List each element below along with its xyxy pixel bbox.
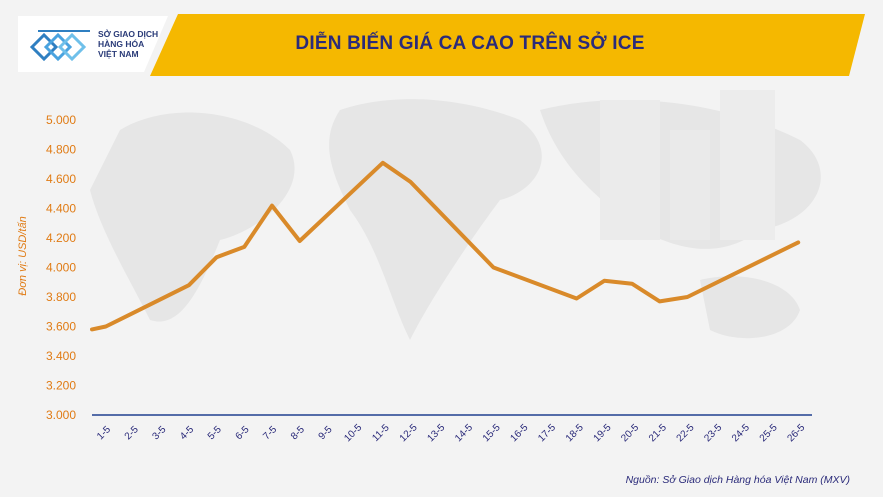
- x-tick-label: 22-5: [675, 422, 697, 444]
- y-tick-label: 3.600: [46, 320, 76, 334]
- x-tick-label: 1-5: [95, 424, 113, 442]
- price-series-line: [90, 160, 801, 332]
- x-tick-label: 3-5: [150, 424, 168, 442]
- y-tick-label: 5.000: [46, 113, 76, 127]
- y-tick-label: 4.200: [46, 231, 76, 245]
- mxv-logo-icon: [30, 30, 90, 61]
- y-tick-label: 3.200: [46, 379, 76, 393]
- x-tick-label: 13-5: [425, 422, 447, 444]
- y-tick-label: 4.800: [46, 143, 76, 157]
- y-tick-label: 4.000: [46, 261, 76, 275]
- x-tick-label: 11-5: [370, 422, 392, 444]
- x-tick-label: 26-5: [785, 422, 807, 444]
- source-note: Nguồn: Sở Giao dịch Hàng hóa Việt Nam (M…: [625, 474, 850, 486]
- x-tick-label: 23-5: [702, 422, 724, 444]
- logo-box: [18, 16, 168, 72]
- y-tick-label: 3.800: [46, 290, 76, 304]
- x-tick-label: 24-5: [730, 422, 752, 444]
- x-tick-label: 14-5: [453, 422, 475, 444]
- y-tick-label: 3.400: [46, 349, 76, 363]
- x-tick-label: 5-5: [206, 424, 224, 442]
- logo-line-2: HÀNG HÓA: [98, 39, 145, 49]
- x-tick-label: 19-5: [592, 422, 614, 444]
- y-tick-label: 4.600: [46, 172, 76, 186]
- x-tick-label: 8-5: [289, 424, 307, 442]
- x-tick-label: 12-5: [398, 422, 420, 444]
- x-tick-label: 7-5: [261, 424, 279, 442]
- x-tick-label: 15-5: [481, 422, 503, 444]
- x-tick-label: 17-5: [536, 422, 558, 444]
- logo-line-1: SỞ GIAO DỊCH: [98, 29, 159, 39]
- x-tick-label: 10-5: [342, 422, 364, 444]
- y-tick-label: 4.400: [46, 202, 76, 216]
- header-band: [150, 14, 865, 76]
- x-tick-label: 6-5: [234, 424, 252, 442]
- chart-title: DIỄN BIẾN GIÁ CA CAO TRÊN SỞ ICE: [295, 33, 645, 54]
- x-tick-label: 9-5: [317, 424, 335, 442]
- logo-line-3: VIỆT NAM: [98, 49, 139, 59]
- x-tick-label: 25-5: [758, 422, 780, 444]
- x-tick-label: 16-5: [508, 422, 530, 444]
- x-tick-label: 18-5: [564, 422, 586, 444]
- x-tick-label: 2-5: [123, 424, 141, 442]
- x-tick-label: 4-5: [178, 424, 196, 442]
- y-tick-label: 3.000: [46, 408, 76, 422]
- logo-text: SỞ GIAO DỊCH HÀNG HÓA VIỆT NAM: [98, 29, 188, 59]
- x-tick-label: 20-5: [619, 422, 641, 444]
- x-tick-label: 21-5: [647, 422, 669, 444]
